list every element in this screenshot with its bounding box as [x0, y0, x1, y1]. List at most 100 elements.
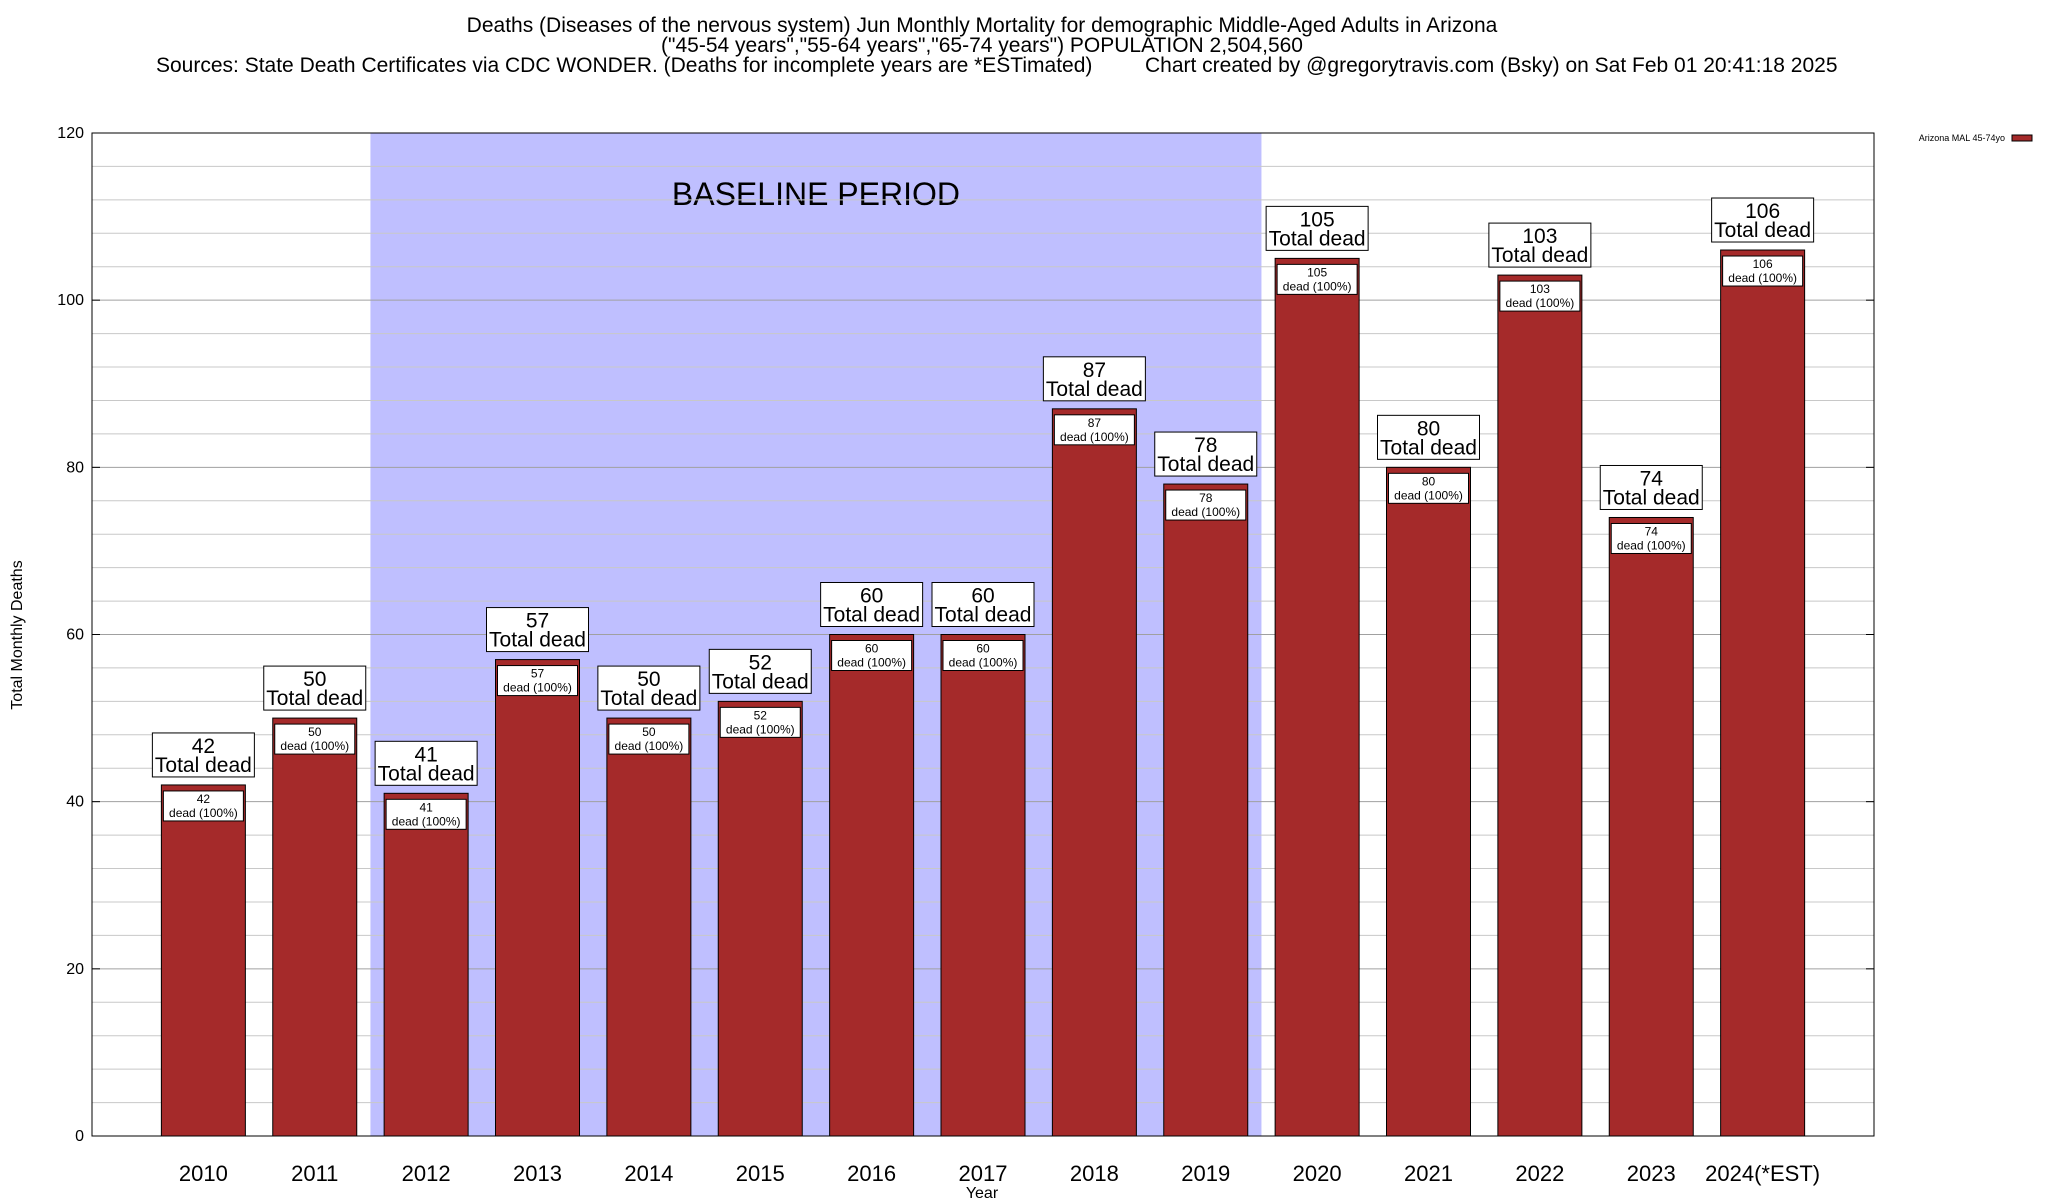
x-tick-label: 2017	[959, 1161, 1008, 1186]
top-label-box	[597, 665, 701, 711]
inner-label-value: 106	[1753, 257, 1773, 271]
y-axis-title: Total Monthly Deaths	[9, 560, 26, 709]
y-tick-label: 60	[66, 627, 84, 644]
inner-label-suffix: dead (100%)	[1283, 279, 1352, 293]
top-label-box	[151, 732, 255, 778]
inner-label-box	[608, 723, 690, 755]
top-label-value: 80	[1417, 417, 1440, 440]
top-label-value: 87	[1083, 359, 1106, 382]
top-label-suffix: Total dead	[1603, 486, 1700, 509]
inner-label-suffix: dead (100%)	[1171, 505, 1240, 519]
inner-label-box	[1165, 489, 1247, 521]
inner-label-suffix: dead (100%)	[837, 656, 906, 670]
inner-label-value: 103	[1530, 282, 1550, 296]
bar-2018	[1051, 408, 1137, 1137]
top-label-suffix: Total dead	[600, 687, 697, 710]
top-label-value: 106	[1745, 200, 1780, 223]
top-label-suffix: Total dead	[155, 754, 252, 777]
bar-2021	[1386, 466, 1471, 1137]
bar-2016	[829, 634, 915, 1137]
x-tick-label: 2023	[1627, 1161, 1676, 1186]
inner-label-box	[942, 640, 1024, 671]
top-label-value: 41	[414, 743, 437, 766]
x-tick-label: 2019	[1181, 1161, 1230, 1186]
bar-2014	[606, 717, 692, 1137]
x-axis-title: Year	[966, 1185, 999, 1200]
inner-label-value: 78	[1199, 491, 1213, 505]
top-label-value: 74	[1640, 467, 1664, 490]
top-label-suffix: Total dead	[489, 629, 586, 652]
y-tick-label: 0	[75, 1128, 84, 1145]
top-label-value: 78	[1194, 434, 1217, 457]
y-tick-label: 120	[57, 125, 84, 142]
x-tick-label: 2011	[291, 1161, 338, 1186]
top-label-box	[1154, 431, 1258, 477]
bars	[160, 249, 1806, 1137]
bar-2012	[383, 792, 469, 1137]
top-label-suffix: Total dead	[1157, 453, 1254, 476]
sources-text: Sources: State Death Certificates via CD…	[156, 54, 1092, 77]
y-tick-label: 100	[57, 292, 84, 309]
top-label-box	[1488, 222, 1592, 268]
bar-2010	[160, 784, 246, 1137]
bar-2015	[717, 700, 803, 1137]
top-label-value: 50	[303, 668, 326, 691]
inner-label-value: 52	[754, 708, 768, 722]
top-label-value: 60	[971, 585, 994, 608]
chart-title: Deaths (Diseases of the nervous system) …	[156, 14, 1838, 77]
x-tick-label: 2015	[736, 1161, 785, 1186]
inner-label-suffix: dead (100%)	[1617, 538, 1686, 552]
inner-label-suffix: dead (100%)	[503, 681, 572, 695]
top-label-box	[486, 607, 589, 653]
top-label-value: 103	[1522, 225, 1557, 248]
top-label-suffix: Total dead	[1491, 244, 1588, 267]
top-label-box	[1042, 356, 1146, 402]
x-tick-label: 2016	[847, 1161, 896, 1186]
top-label-box	[1265, 205, 1369, 251]
inner-label-box	[831, 640, 913, 671]
x-tick-label: 2018	[1070, 1161, 1119, 1186]
inner-label-suffix: dead (100%)	[726, 722, 795, 736]
legend: Arizona MAL 45-74yo	[1919, 133, 2033, 143]
inner-label-box	[1053, 414, 1135, 446]
top-label-suffix: Total dead	[712, 670, 809, 693]
inner-label-box	[1388, 472, 1469, 504]
inner-label-box	[1276, 263, 1358, 295]
inner-label-suffix: dead (100%)	[1506, 296, 1575, 310]
inner-label-value: 60	[865, 642, 879, 656]
inner-label-box	[719, 706, 801, 738]
top-label-value: 105	[1300, 208, 1335, 231]
top-label-value: 52	[749, 651, 772, 674]
inner-label-value: 87	[1088, 416, 1102, 430]
inner-label-suffix: dead (100%)	[949, 656, 1018, 670]
bar-2011	[272, 717, 358, 1137]
bar-2023	[1608, 516, 1694, 1137]
top-label-box	[1377, 414, 1480, 460]
top-label-value: 42	[192, 735, 215, 758]
x-tick-label: 2010	[179, 1161, 228, 1186]
inner-label-suffix: dead (100%)	[1060, 430, 1129, 444]
y-tick-label: 20	[66, 961, 84, 978]
axes: 0 20 40 60 80 100 120 2010 2011 2012 2013 2014 2015 2…	[57, 125, 1875, 1186]
top-label-box	[1711, 197, 1815, 243]
